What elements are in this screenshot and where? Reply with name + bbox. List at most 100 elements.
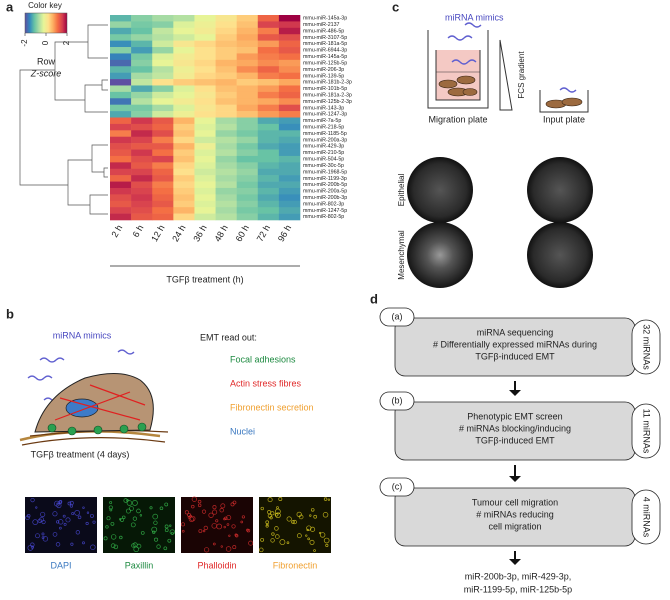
heatmap-cell [131,91,153,99]
row-label: mmu-miR-125b-2-3p [303,99,352,105]
heatmap-cell [278,168,301,176]
heatmap-cell [257,47,280,54]
x-axis-title: TGFβ treatment (h) [166,274,243,284]
stain-spot [310,508,315,512]
row-label: mmu-miR-7a-5p [303,118,341,124]
heatmap-cell [131,79,153,86]
row-label: mmu-miR-802-5p [303,214,344,220]
heatmap-cell [194,117,216,125]
migration-illustration [527,222,593,288]
stain-spot [296,511,302,517]
stain-spot [232,545,237,550]
stain-spot [279,539,286,546]
heatmap-cell [236,59,259,67]
heatmap-cell [278,149,301,157]
stain-spot [274,526,279,531]
heatmap-cell [215,207,237,214]
stain-spot [296,533,302,539]
stain-spot [30,545,34,549]
color-key-tick-label: 0 [41,40,50,45]
row-label: mmu-miR-486-5p [303,28,344,34]
heatmap-cell [278,34,301,41]
migration-illustration [559,87,577,93]
heatmap-cell [278,40,301,48]
heatmap-cell [173,194,195,202]
heatmap-cell [236,149,259,157]
stain-spot [139,514,143,517]
heatmap-cell [257,181,280,189]
heatmap-cell [215,21,237,29]
heatmap-cell [110,168,132,176]
heatmap-cell [194,194,216,202]
heatmap-cell [257,85,280,93]
heatmap-cell [152,213,174,221]
row-label: mmu-miR-1185-5p [303,131,347,137]
heatmap-cell [278,155,301,163]
stain-spot [39,517,45,522]
heatmap-cell [236,168,259,176]
panel-label: d [370,291,378,306]
row-label: mmu-miR-504-5p [303,157,344,163]
stain-spot [309,514,312,517]
stain-spot [118,518,122,521]
stain-spot [327,498,331,501]
migration-illustration [451,59,477,65]
heatmap-cell [173,187,195,195]
heatmap-cell [110,53,132,61]
stain-spot [319,532,326,538]
heatmap-cell [194,15,216,22]
heatmap-cell [110,207,132,214]
stain-spot [90,544,96,550]
heatmap-cell [194,187,216,195]
stain-spot [129,506,134,511]
stain-spot [58,500,63,504]
heatmap-cell [257,123,280,131]
stain-spot [25,515,30,520]
heatmap-cell [278,181,301,189]
stain-spot [82,541,85,545]
heatmap-cell [236,104,259,112]
heatmap-cell [194,40,216,48]
stain-spot [92,520,96,524]
heatmap-cell [131,181,153,189]
stain-spot [198,529,203,533]
mimics-label: miRNA mimics [53,330,112,340]
heatmap-cell [236,47,259,54]
readout: Focal adhesions [230,354,296,364]
heatmap-cell [278,130,301,138]
heatmap-cell [215,130,237,138]
row-label: mmu-miR-125b-5p [303,60,347,66]
heatmap-cell [278,21,301,29]
heatmap-cell [278,194,301,202]
stain-spot [258,547,264,553]
stain-spot [140,531,145,535]
stain-spot [169,524,172,527]
step-tag-box [379,391,415,411]
heatmap-cell [152,162,174,170]
migration-illustration [438,79,458,89]
heatmap-cell [257,66,280,73]
flow-arrowhead [509,559,521,565]
cell-illustration [54,384,146,421]
stain-spot [203,525,208,531]
heatmap-cell [236,162,259,170]
heatmap-cell [110,111,132,118]
heatmap-cell [257,213,280,221]
migration-illustration [438,75,478,97]
heatmap-cell [215,194,237,202]
heatmap-cell [257,79,280,86]
stain-spot [248,540,254,546]
heatmap-cell [173,162,195,170]
stain-spot [241,515,246,519]
row-label: mmu-miR-6944-3p [303,48,347,54]
step-text: Tumour cell migration [472,497,558,507]
stain-spot [184,510,189,515]
heatmap-cell [152,175,174,182]
stain-spot [275,512,281,519]
stain-spot [291,520,295,524]
migration-illustration [539,90,589,113]
heatmap-cell [215,117,237,125]
heatmap-cell [152,59,174,67]
stain-spot [132,542,138,548]
heatmap-cell [152,200,174,208]
